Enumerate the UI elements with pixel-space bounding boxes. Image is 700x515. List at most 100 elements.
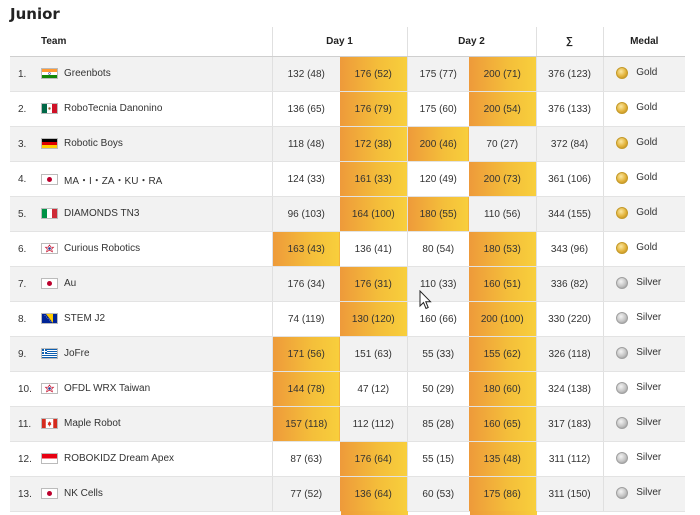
- table-row[interactable]: 1. Greenbots 132 (48) 176 (52) 175 (77) 200 (…: [10, 56, 685, 92]
- day2-run2-cell: 160 (51): [469, 266, 536, 302]
- team-cell[interactable]: Greenbots: [41, 56, 272, 92]
- day1-run1-cell: 96 (103): [271, 196, 340, 232]
- team-cell[interactable]: Au: [41, 266, 272, 302]
- day2-run1-cell: 50 (29): [406, 371, 469, 407]
- japan-flag-icon: [41, 173, 58, 185]
- medal-label: Gold: [636, 172, 658, 183]
- day1-run2-cell: 176 (79): [340, 91, 407, 127]
- medal-header[interactable]: Medal: [602, 27, 685, 57]
- gold-medal-icon: [616, 241, 629, 254]
- team-name: MA・I・ZA・KU・RA: [64, 175, 163, 187]
- medal-cell: Gold: [602, 161, 685, 197]
- medal-label: Silver: [636, 487, 662, 498]
- india-flag-icon: [41, 68, 58, 80]
- day2-run1-cell: 55 (33): [406, 336, 469, 372]
- team-cell[interactable]: JoFre: [41, 336, 272, 372]
- table-row[interactable]: 4. MA・I・ZA・KU・RA 124 (33) 161 (33) 120 (49) 2…: [10, 161, 685, 197]
- table-row[interactable]: 8. STEM J2 74 (119) 130 (120) 160 (66) 200 (1…: [10, 301, 685, 337]
- day2-run2-cell: 180 (53): [469, 231, 536, 267]
- medal-cell: Gold: [602, 126, 685, 162]
- day2-run1-cell: 160 (66): [406, 301, 469, 337]
- total-cell: 376 (133): [535, 91, 603, 127]
- rank-cell: 13.: [10, 476, 41, 512]
- total-cell: 361 (106): [535, 161, 603, 197]
- day1-run2-cell: 172 (38): [340, 126, 407, 162]
- medal-cell: Silver: [602, 266, 685, 302]
- rank-cell: 5.: [10, 196, 41, 232]
- team-name: Robotic Boys: [64, 138, 123, 150]
- day1-run1-cell: 163 (43): [271, 231, 340, 267]
- total-cell: 330 (220): [535, 301, 603, 337]
- table-row[interactable]: 5. DIAMONDS TN3 96 (103) 164 (100) 180 (55) 1…: [10, 196, 685, 232]
- sum-header[interactable]: ∑: [535, 27, 603, 57]
- day1-header[interactable]: Day 1: [271, 27, 407, 57]
- team-name: Maple Robot: [64, 418, 121, 430]
- day1-run1-cell: 136 (65): [271, 91, 340, 127]
- day1-run2-cell: 151 (63): [340, 336, 407, 372]
- day1-run2-cell: 161 (33): [340, 161, 407, 197]
- silver-medal-icon: [616, 416, 629, 429]
- medal-cell: Silver: [602, 301, 685, 337]
- rank-cell: 1.: [10, 56, 41, 92]
- silver-medal-icon: [616, 486, 629, 499]
- japan-flag-icon: [41, 488, 58, 500]
- day1-run1-cell: 157 (118): [271, 406, 340, 442]
- day1-run1-cell: 87 (63): [271, 441, 340, 477]
- team-cell[interactable]: RoboTecnia Danonino: [41, 91, 272, 127]
- team-cell[interactable]: Curious Robotics: [41, 231, 272, 267]
- medal-cell: Silver: [602, 476, 685, 512]
- rank-cell: 8.: [10, 301, 41, 337]
- chinese-taipei-flag-icon: [41, 383, 58, 395]
- day1-run2-cell: 164 (100): [340, 196, 407, 232]
- medal-cell: Gold: [602, 231, 685, 267]
- team-header[interactable]: Team: [41, 27, 272, 57]
- team-cell[interactable]: OFDL WRX Taiwan: [41, 371, 272, 407]
- team-cell[interactable]: STEM J2: [41, 301, 272, 337]
- table-row[interactable]: 6. Curious Robotics 163 (43) 136 (41) 80 (54…: [10, 231, 685, 267]
- team-name: Au: [64, 278, 77, 290]
- team-cell[interactable]: ROBOKIDZ Dream Apex: [41, 441, 272, 477]
- total-cell: 317 (183): [535, 406, 603, 442]
- medal-cell: Silver: [602, 406, 685, 442]
- day2-run2-cell: 160 (65): [469, 406, 536, 442]
- team-cell[interactable]: Maple Robot: [41, 406, 272, 442]
- table-row[interactable]: 12. ROBOKIDZ Dream Apex 87 (63) 176 (64) 55 …: [10, 441, 685, 477]
- table-row[interactable]: 10. OFDL WRX Taiwan 144 (78) 47 (12) 50 (29)…: [10, 371, 685, 407]
- silver-medal-icon: [616, 276, 629, 289]
- day1-run1-cell: 176 (34): [271, 266, 340, 302]
- silver-medal-icon: [616, 451, 629, 464]
- table-row[interactable]: 9. JoFre 171 (56) 151 (63) 55 (33) 155 (62) 32…: [10, 336, 685, 372]
- greece-flag-icon: [41, 348, 58, 360]
- team-cell[interactable]: MA・I・ZA・KU・RA: [41, 161, 272, 197]
- table-row[interactable]: 7. Au 176 (34) 176 (31) 110 (33) 160 (51) 336 …: [10, 266, 685, 302]
- silver-medal-icon: [616, 311, 629, 324]
- day2-run2-cell: 200 (54): [469, 91, 536, 127]
- day1-run1-cell: 77 (52): [271, 476, 340, 512]
- table-row[interactable]: 13. NK Cells 77 (52) 136 (64) 60 (53) 175 (86…: [10, 476, 685, 512]
- day2-run1-cell: 60 (53): [406, 476, 469, 512]
- team-name: Curious Robotics: [64, 243, 141, 255]
- rank-cell: 6.: [10, 231, 41, 267]
- team-cell[interactable]: Robotic Boys: [41, 126, 272, 162]
- rank-cell: 10.: [10, 371, 41, 407]
- rank-cell: 11.: [10, 406, 41, 442]
- total-cell: 311 (150): [535, 476, 603, 512]
- table-row[interactable]: 11. Maple Robot 157 (118) 112 (112) 85 (28) 1…: [10, 406, 685, 442]
- day2-header[interactable]: Day 2: [406, 27, 536, 57]
- day1-run2-cell: 176 (31): [340, 266, 407, 302]
- table-row[interactable]: 3. Robotic Boys 118 (48) 172 (38) 200 (46) 70…: [10, 126, 685, 162]
- day2-run1-cell: 120 (49): [406, 161, 469, 197]
- medal-cell: Gold: [602, 56, 685, 92]
- team-cell[interactable]: NK Cells: [41, 476, 272, 512]
- day1-run2-cell: 176 (64): [340, 441, 407, 477]
- medal-label: Silver: [636, 417, 662, 428]
- day2-run1-cell: 175 (60): [406, 91, 469, 127]
- team-cell[interactable]: DIAMONDS TN3: [41, 196, 272, 232]
- day2-run2-cell: 200 (71): [469, 56, 536, 92]
- medal-label: Gold: [636, 207, 658, 218]
- table-row[interactable]: 2. RoboTecnia Danonino 136 (65) 176 (79) 175…: [10, 91, 685, 127]
- day2-run2-cell: 175 (86): [469, 476, 536, 512]
- gold-medal-icon: [616, 136, 629, 149]
- rank-cell: 12.: [10, 441, 41, 477]
- medal-cell: Gold: [602, 91, 685, 127]
